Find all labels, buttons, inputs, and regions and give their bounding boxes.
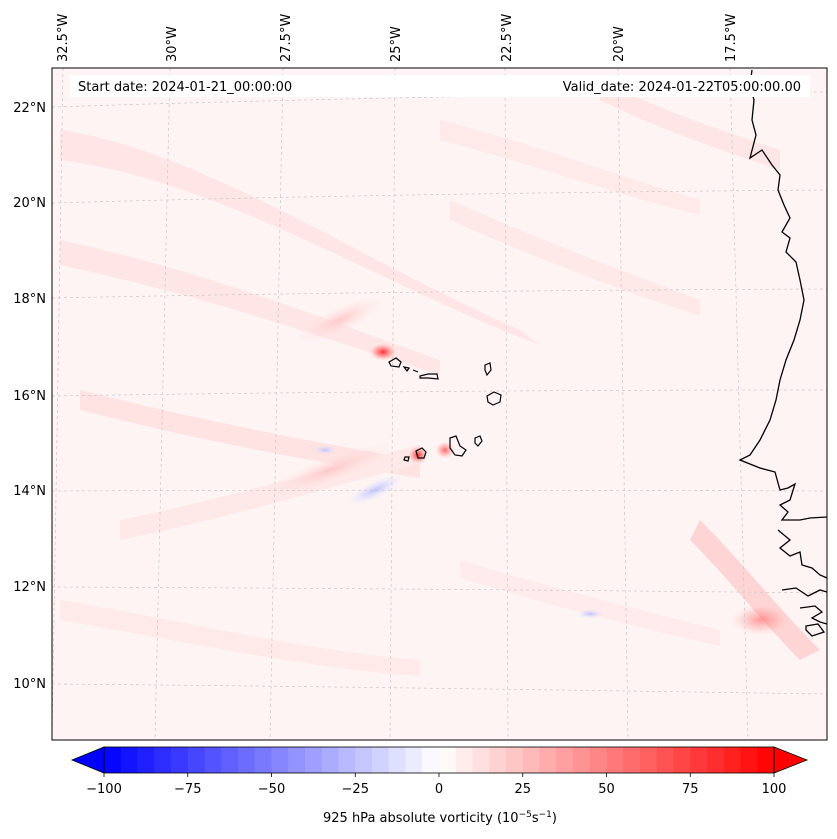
lon-label: 22.5°W	[500, 14, 515, 62]
colorbar-cell	[254, 747, 272, 773]
colorbar-cell	[656, 747, 674, 773]
colorbar-tick-label: −50	[258, 782, 285, 797]
colorbar-cell	[606, 747, 624, 773]
island-santiago	[449, 435, 467, 457]
africa-coast	[738, 69, 827, 521]
longitude-labels: 32.5°W 30°W 27.5°W 25°W 22.5°W 20°W 17.5…	[56, 14, 739, 62]
colorbar-tick-label: 0	[435, 782, 443, 797]
lat-label: 14°N	[13, 484, 46, 499]
colorbar-cell	[422, 747, 440, 773]
colorbar: −100 −75 −50 −25 0 25 50 75 100 925 hPa absolute…	[70, 746, 809, 826]
colorbar-cell	[204, 747, 222, 773]
coastline	[738, 69, 827, 637]
map-border	[51, 67, 828, 741]
colorbar-cell	[154, 747, 172, 773]
lon-label: 32.5°W	[56, 14, 71, 62]
lat-label: 16°N	[13, 389, 46, 404]
colorbar-cell	[740, 747, 758, 773]
colorbar-cell	[187, 747, 205, 773]
colorbar-cell	[690, 747, 708, 773]
colorbar-extend-max	[773, 746, 809, 774]
island-fogo	[415, 447, 427, 459]
colorbar-tick-label: 25	[514, 782, 531, 797]
colorbar-cell	[221, 747, 239, 773]
colorbar-cell	[506, 747, 524, 773]
island-maio	[474, 435, 483, 447]
island-sao-nicolau	[412, 369, 439, 380]
colorbar-cell	[238, 747, 256, 773]
colorbar-cell	[589, 747, 607, 773]
lat-label: 20°N	[13, 196, 46, 211]
colorbar-cell	[573, 747, 591, 773]
colorbar-cell	[305, 747, 323, 773]
colorbar-cell	[388, 747, 406, 773]
lon-label: 17.5°W	[724, 14, 739, 62]
vorticity-max-south	[408, 446, 428, 464]
colorbar-cell	[104, 747, 122, 773]
colorbar-cell	[539, 747, 557, 773]
colorbar-cell	[455, 747, 473, 773]
colorbar-cell	[723, 747, 741, 773]
colorbar-label: 925 hPa absolute vorticity (10−5s−1)	[323, 810, 557, 826]
colorbar-cell	[355, 747, 373, 773]
lon-label: 30°W	[165, 26, 180, 62]
latitude-labels: 22°N 20°N 18°N 16°N 14°N 12°N 10°N	[13, 101, 46, 692]
colorbar-cells	[104, 747, 775, 773]
colorbar-cell	[522, 747, 540, 773]
colorbar-cell	[321, 747, 339, 773]
lon-label: 25°W	[389, 26, 404, 62]
colorbar-cell	[472, 747, 490, 773]
island-santo-antao	[388, 357, 402, 368]
colorbar-cell	[288, 747, 306, 773]
colorbar-ticks: −100 −75 −50 −25 0 25 50 75 100	[86, 773, 786, 797]
start-date-label: Start date: 2024-01-21_00:00:00	[78, 80, 292, 95]
colorbar-cell	[338, 747, 356, 773]
valid-date-label: Valid_date: 2024-01-22T05:00:00.00	[563, 80, 801, 95]
island-boa-vista	[486, 391, 502, 406]
colorbar-cell	[405, 747, 423, 773]
lat-label: 22°N	[13, 101, 46, 116]
colorbar-tick-label: 75	[682, 782, 699, 797]
colorbar-cell	[556, 747, 574, 773]
colorbar-cell	[372, 747, 390, 773]
island-sal	[484, 362, 492, 377]
map-panel: Start date: 2024-01-21_00:00:00 Valid_da…	[51, 67, 828, 741]
colorbar-cell	[120, 747, 138, 773]
colorbar-cell	[271, 747, 289, 773]
island-sao-vicente	[402, 366, 410, 373]
colorbar-tick-label: −25	[342, 782, 369, 797]
lat-label: 12°N	[13, 580, 46, 595]
colorbar-cell	[439, 747, 457, 773]
colorbar-cell	[171, 747, 189, 773]
cape-verde-islands	[388, 357, 502, 462]
colorbar-extend-min	[70, 746, 105, 774]
colorbar-tick-label: 100	[762, 782, 787, 797]
colorbar-cell	[640, 747, 658, 773]
colorbar-cell	[137, 747, 155, 773]
colorbar-tick-label: −100	[86, 782, 122, 797]
colorbar-cell	[623, 747, 641, 773]
lon-label: 27.5°W	[279, 14, 294, 62]
lat-label: 10°N	[13, 677, 46, 692]
lon-label: 20°W	[612, 26, 627, 62]
lat-label: 18°N	[13, 292, 46, 307]
colorbar-cell	[707, 747, 725, 773]
colorbar-tick-label: −75	[174, 782, 201, 797]
header-background	[70, 75, 810, 97]
colorbar-cell	[489, 747, 507, 773]
vorticity-field	[52, 68, 827, 740]
vorticity-min-south	[345, 474, 405, 506]
vorticity-max-north	[369, 343, 397, 361]
colorbar-cell	[673, 747, 691, 773]
island-brava	[403, 456, 410, 462]
colorbar-tick-label: 50	[598, 782, 615, 797]
colorbar-cell	[757, 747, 775, 773]
